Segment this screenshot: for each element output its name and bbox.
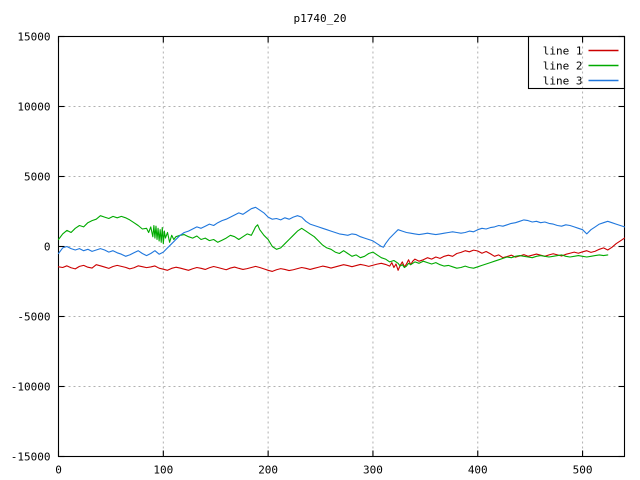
series-line [57,206,626,257]
legend-label: line 1 [543,45,583,58]
legend-label: line 3 [543,75,583,88]
x-tick-label: 100 [153,464,173,477]
y-tick-label: 5000 [24,171,51,184]
x-tick-label: 400 [468,464,488,477]
gridlines [58,36,625,457]
y-axis-tick-labels: -15000 -10000 -5000 0 5000 10000 15000 [11,31,51,464]
y-tick-label: 0 [44,241,51,254]
plot-frame [57,35,626,458]
series-line [57,215,609,269]
legend-label: line 2 [543,60,583,73]
series-line [57,237,626,272]
x-tick-label: 500 [573,464,593,477]
y-tick-label: -10000 [11,381,51,394]
x-tick-label: 200 [258,464,278,477]
y-tick-label: 10000 [17,101,50,114]
legend: line 1 line 2 line 3 [527,35,626,90]
data-series [57,206,626,272]
y-tick-label: -15000 [11,451,51,464]
x-axis-tick-labels: 0 100 200 300 400 500 [55,464,592,477]
chart-title: p1740_20 [294,12,347,25]
y-tick-label: -5000 [17,311,50,324]
x-tick-label: 0 [55,464,62,477]
y-tick-label: 15000 [17,31,50,44]
x-tick-label: 300 [363,464,383,477]
